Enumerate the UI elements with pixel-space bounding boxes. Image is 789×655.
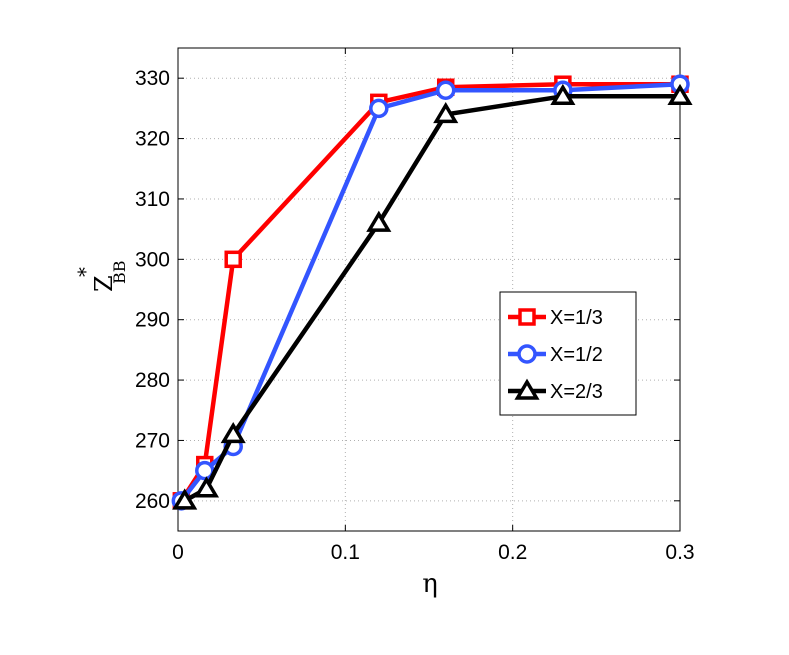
svg-text:Z: Z bbox=[90, 275, 118, 292]
y-tick-label: 320 bbox=[135, 128, 170, 151]
legend: X=1/3 X=1/2 X=2/3 bbox=[499, 291, 637, 416]
y-tick-label: 300 bbox=[135, 248, 170, 271]
data-point bbox=[433, 101, 459, 124]
x-tick-label: 0.2 bbox=[498, 541, 527, 564]
data-point bbox=[220, 421, 246, 444]
data-point bbox=[193, 476, 220, 498]
legend-item: X=1/3 bbox=[508, 307, 603, 329]
legend-marker bbox=[518, 308, 536, 326]
series-layer bbox=[171, 74, 693, 511]
y-tick-label: 280 bbox=[135, 369, 170, 392]
data-point bbox=[435, 80, 456, 101]
y-tick-label: 260 bbox=[135, 490, 170, 513]
legend-label: X=1/3 bbox=[550, 307, 603, 329]
data-point bbox=[550, 83, 576, 106]
legend-label: X=1/2 bbox=[550, 344, 603, 366]
y-tick-label: 290 bbox=[135, 309, 170, 332]
data-point bbox=[369, 98, 389, 119]
svg-text:*: * bbox=[73, 267, 97, 277]
x-tick-label: 0 bbox=[172, 541, 184, 564]
y-tick-label: 270 bbox=[135, 429, 170, 452]
series-X=2/3 bbox=[172, 83, 693, 510]
plot-area bbox=[178, 48, 680, 531]
x-tick-label: 0.1 bbox=[331, 541, 360, 564]
data-point bbox=[172, 488, 198, 510]
y-axis-label-subscript: BB bbox=[110, 260, 129, 284]
legend-marker bbox=[514, 378, 540, 400]
legend-marker bbox=[517, 344, 537, 364]
x-axis-label: η bbox=[422, 569, 438, 599]
y-tick-label: 330 bbox=[135, 67, 170, 90]
y-axis-label-base: Z bbox=[90, 275, 118, 292]
axis-ticks: 0 0.1 0.2 0.3 260 270 280 290 300 310 320 330 bbox=[135, 48, 695, 564]
y-tick-label: 310 bbox=[135, 188, 170, 211]
plot-frame bbox=[177, 47, 681, 532]
data-point bbox=[195, 460, 215, 481]
legend-label: X=2/3 bbox=[550, 381, 603, 403]
data-point bbox=[366, 210, 392, 232]
data-point bbox=[667, 83, 693, 106]
legend-item: X=1/2 bbox=[508, 344, 603, 366]
y-axis-label: Z * BB bbox=[73, 260, 129, 292]
x-tick-label: 0.3 bbox=[665, 541, 694, 564]
grid-lines bbox=[178, 48, 680, 531]
data-point bbox=[224, 250, 242, 269]
legend-item: X=2/3 bbox=[508, 378, 603, 403]
svg-text:BB: BB bbox=[110, 260, 129, 284]
y-axis-label-superscript: * bbox=[73, 267, 97, 277]
